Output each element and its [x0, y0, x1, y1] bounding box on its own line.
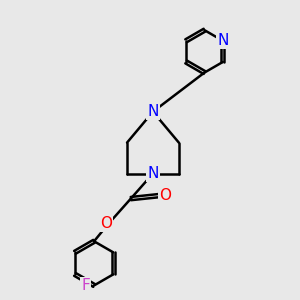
- Text: F: F: [81, 278, 90, 293]
- Text: O: O: [159, 188, 171, 203]
- Text: N: N: [217, 33, 229, 48]
- Text: O: O: [100, 216, 112, 231]
- Text: N: N: [147, 166, 159, 181]
- Text: N: N: [147, 104, 159, 119]
